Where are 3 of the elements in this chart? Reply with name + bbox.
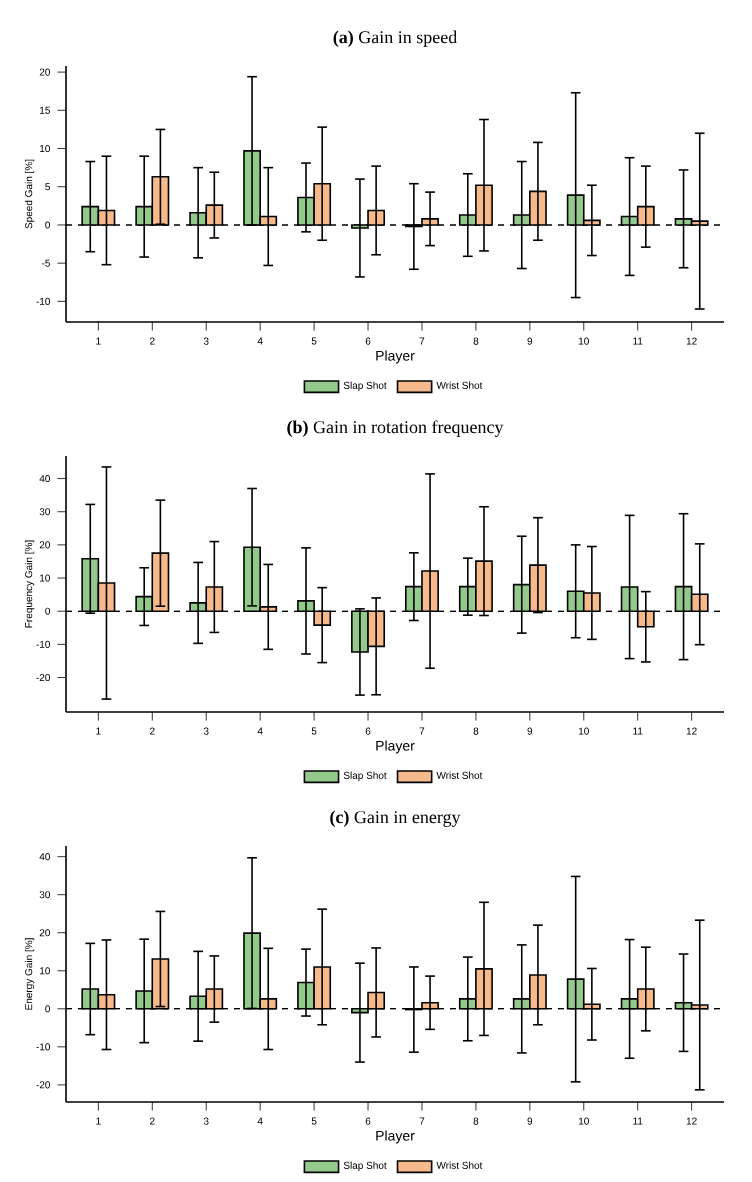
chart-title: (c) Gain in energy — [330, 810, 461, 827]
chart-title: (a) Gain in speed — [333, 30, 458, 47]
chart-title: (b) Gain in rotation frequency — [287, 420, 504, 437]
